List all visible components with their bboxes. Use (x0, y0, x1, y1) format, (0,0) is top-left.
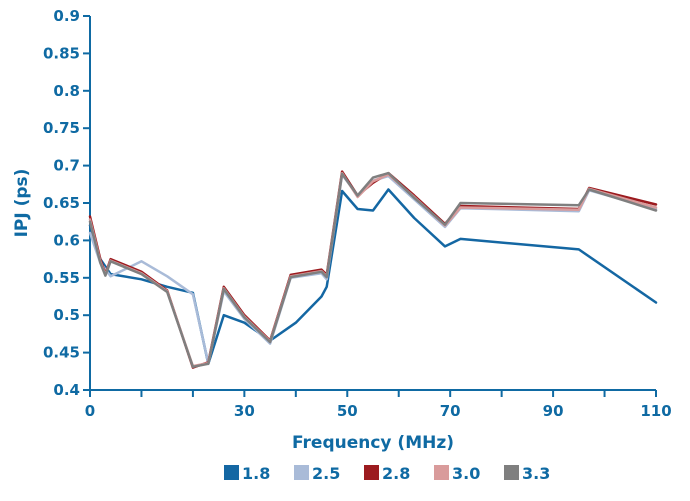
legend-swatch (434, 465, 449, 480)
legend-label: 1.8 (242, 464, 270, 483)
legend-swatch (364, 465, 379, 480)
y-tick-label: 0.6 (53, 231, 80, 249)
x-tick-label: 110 (640, 402, 671, 420)
x-tick-label: 30 (234, 402, 255, 420)
legend-item-1-8: 1.8 (224, 464, 270, 483)
y-tick-label: 0.4 (53, 381, 80, 399)
legend-item-3-0: 3.0 (434, 464, 480, 483)
y-tick-label: 0.8 (53, 82, 80, 100)
y-tick-label: 0.5 (53, 306, 80, 324)
legend-label: 3.0 (452, 464, 480, 483)
legend-label: 2.8 (382, 464, 410, 483)
legend-swatch (294, 465, 309, 480)
legend: 1.8 2.5 2.8 3.0 3.3 (224, 464, 550, 483)
series-lines (88, 170, 658, 369)
legend-item-3-3: 3.3 (504, 464, 550, 483)
legend-label: 3.3 (522, 464, 550, 483)
y-axis-title: IPJ (ps) (12, 169, 32, 238)
legend-item-2-5: 2.5 (294, 464, 340, 483)
x-tick-label: 90 (543, 402, 564, 420)
legend-swatch (224, 465, 239, 480)
legend-label: 2.5 (312, 464, 340, 483)
y-tick-label: 0.9 (53, 7, 80, 25)
legend-swatch (504, 465, 519, 480)
axes: 0.4 0.45 0.5 0.55 0.6 0.65 0.7 0.75 0.8 0.85 0.9 0… (43, 7, 672, 420)
y-tick-label: 0.75 (43, 119, 80, 137)
y-ticks: 0.4 0.45 0.5 0.55 0.6 0.65 0.7 0.75 0.8 0.85 0.9 (43, 7, 90, 399)
series-line-2-5 (88, 173, 658, 365)
x-tick-label: 50 (337, 402, 358, 420)
series-line-1-8 (88, 188, 658, 366)
series-line-2-8 (88, 170, 658, 369)
y-tick-label: 0.45 (43, 344, 80, 362)
x-ticks: 0 30 50 70 90 110 (85, 390, 672, 420)
y-tick-label: 0.65 (43, 194, 80, 212)
legend-item-2-8: 2.8 (364, 464, 410, 483)
x-axis-title: Frequency (MHz) (292, 433, 454, 453)
x-tick-label: 70 (440, 402, 461, 420)
series-line-3-3 (88, 171, 658, 369)
series-line-3-0 (88, 171, 658, 368)
y-tick-label: 0.85 (43, 44, 80, 62)
y-tick-label: 0.55 (43, 269, 80, 287)
y-tick-label: 0.7 (53, 157, 80, 175)
x-tick-label: 0 (85, 402, 95, 420)
